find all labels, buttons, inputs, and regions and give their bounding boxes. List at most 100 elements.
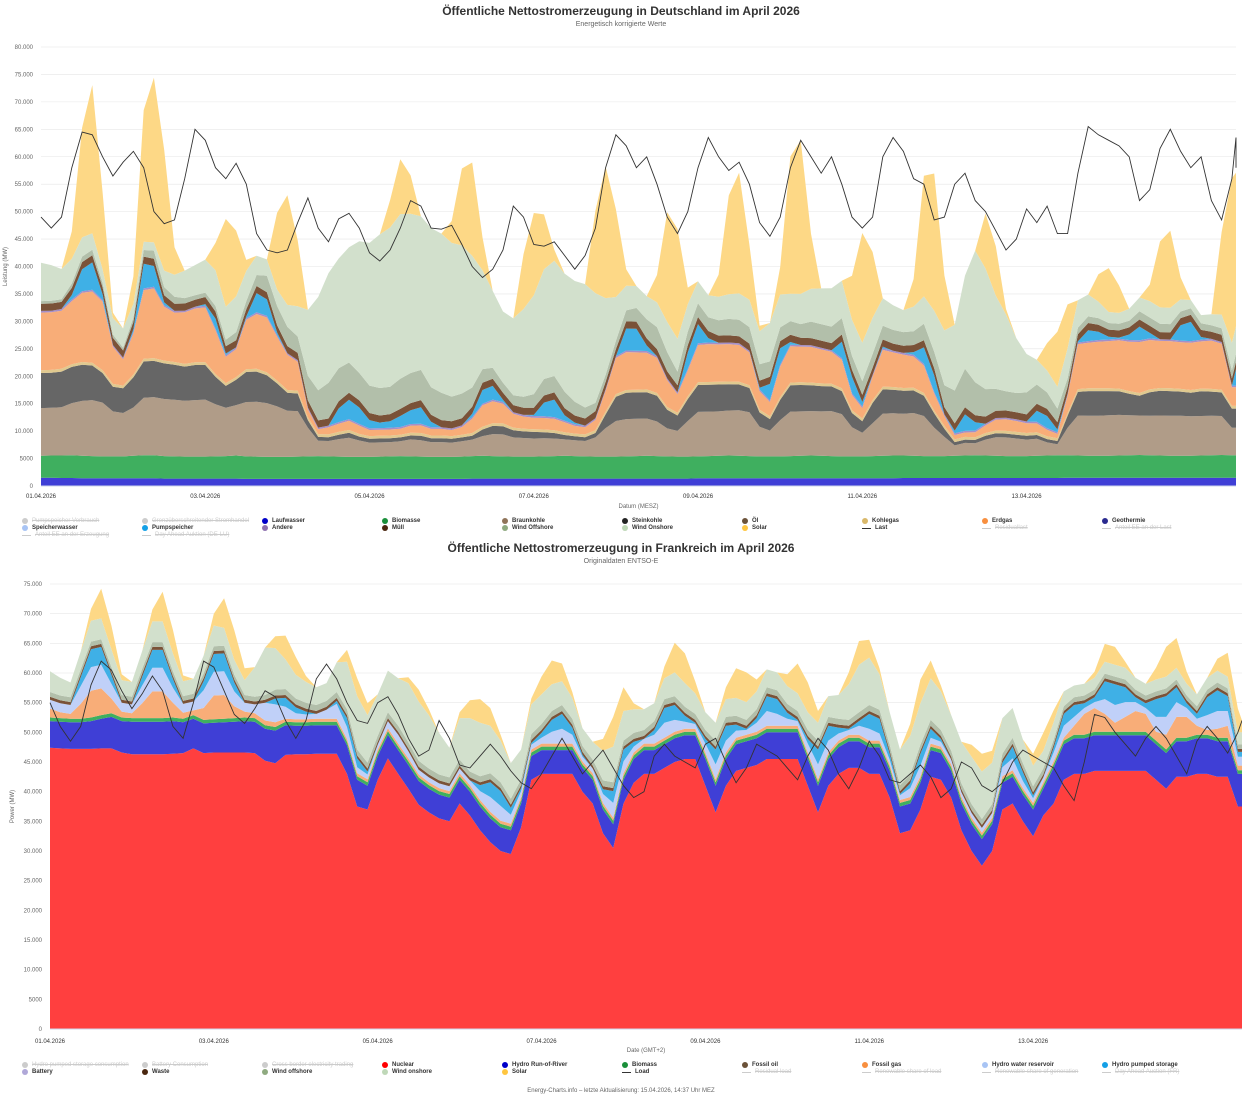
- legend-item-hydro-pumped-storage-consumption[interactable]: Hydro pumped storage consumption: [22, 1062, 129, 1068]
- legend-item-kohlegas[interactable]: Kohlegas: [862, 518, 899, 524]
- area-nuclear[interactable]: [50, 747, 1242, 1029]
- area-erdgas[interactable]: [41, 288, 1236, 440]
- legend-item-waste[interactable]: Waste: [142, 1069, 169, 1075]
- legend-item-label: Load: [635, 1069, 650, 1075]
- legend-item-label: Geothermie: [1112, 518, 1146, 524]
- legend-item-biomass[interactable]: Biomass: [622, 1062, 657, 1068]
- legend-item-label: Biomasse: [392, 518, 421, 524]
- de-legend: Pumpspeicher Verbrauch Grenzüberschreiten…: [22, 518, 1242, 539]
- y-tick-label: 50.000: [15, 210, 34, 216]
- y-tick-label: 5000: [20, 457, 34, 463]
- y-tick-label: 60.000: [15, 155, 34, 161]
- area-hydro-run-of-river[interactable]: [50, 716, 1242, 866]
- legend-item-label: Battery: [32, 1069, 53, 1075]
- y-tick-label: 40.000: [24, 790, 43, 796]
- legend-item-solar[interactable]: Solar: [742, 525, 767, 531]
- legend-item-pumpspeicher[interactable]: Pumpspeicher: [142, 525, 193, 531]
- legend-dot-icon: [862, 518, 868, 524]
- legend-item-cross-border-electricity-trading[interactable]: Cross border electricity trading: [262, 1062, 353, 1068]
- area-steinkohle[interactable]: [41, 360, 1236, 446]
- area-hydro-water-reservoir[interactable]: [50, 664, 1242, 833]
- legend-item-label: Steinkohle: [632, 518, 663, 524]
- legend-item-wind-onshore[interactable]: Wind Onshore: [622, 525, 673, 531]
- legend-item-anteil-ee-an-der-last[interactable]: Anteil EE an der Last: [1102, 525, 1171, 531]
- legend-item-label: Residual load: [755, 1069, 792, 1075]
- legend-item-hydro-water-reservoir[interactable]: Hydro water reservoir: [982, 1062, 1054, 1068]
- legend-item-laufwasser[interactable]: Laufwasser: [262, 518, 305, 524]
- legend-item-wind-offshore[interactable]: Wind offshore: [262, 1069, 312, 1075]
- line-load[interactable]: [49, 660, 1242, 802]
- legend-item-day-ahead-auktion-de-lu-[interactable]: Day Ahead Auktion (DE-LU): [142, 532, 229, 538]
- area-laufwasser[interactable]: [41, 477, 1236, 486]
- legend-item-label: Waste: [152, 1069, 170, 1075]
- legend-item-residual-load[interactable]: Residual load: [742, 1069, 791, 1075]
- area-wind-offshore[interactable]: [50, 639, 1242, 825]
- area-pumpspeicher[interactable]: [41, 262, 1236, 434]
- legend-item-geothermie[interactable]: Geothermie: [1102, 518, 1145, 524]
- legend-item-fossil-oil[interactable]: Fossil oil: [742, 1062, 778, 1068]
- legend-item-anteil-ee-an-der-erzeugung[interactable]: Anteil EE an der Erzeugung: [22, 532, 109, 538]
- legend-item-load[interactable]: Load: [622, 1069, 649, 1075]
- x-tick-label: 13.04.2026: [1012, 494, 1043, 500]
- legend-line-symbol-icon: [982, 1071, 991, 1073]
- legend-item-day-ahead-auction-fr-[interactable]: Day Ahead Auction (FR): [1102, 1069, 1179, 1075]
- legend-item-residuallast[interactable]: Residuallast: [982, 525, 1028, 531]
- area-wind-onshore[interactable]: [50, 618, 1242, 819]
- legend-item-biomasse[interactable]: Biomasse: [382, 518, 420, 524]
- legend-item-label: Hydro Run-of-River: [512, 1062, 568, 1068]
- area-wind-onshore[interactable]: [41, 213, 1236, 409]
- y-tick-label: 10.000: [24, 968, 43, 974]
- legend-item-speicherwasser[interactable]: Speicherwasser: [22, 525, 78, 531]
- legend-dot-icon: [862, 1062, 868, 1068]
- legend-item-andere[interactable]: Andere: [262, 525, 293, 531]
- fr-chart[interactable]: 0 5000 10.000 15.000 20.000 25.000 30.000 35.00…: [0, 0, 1242, 1060]
- legend-item-pumpspeicher-verbrauch[interactable]: Pumpspeicher Verbrauch: [22, 518, 99, 524]
- legend-item-wind-offshore[interactable]: Wind Offshore: [502, 525, 553, 531]
- area-fossil-oil[interactable]: [50, 643, 1242, 828]
- legend-row: [22, 1076, 1242, 1083]
- legend-dot-icon: [502, 1062, 508, 1068]
- legend-item-fossil-gas[interactable]: Fossil gas: [862, 1062, 901, 1068]
- x-tick-label: 09.04.2026: [683, 494, 714, 500]
- legend-item-grenzüberschreitender-stromhandel[interactable]: Grenzüberschreitender Stromhandel: [142, 518, 249, 524]
- area-wind-offshore[interactable]: [41, 249, 1236, 424]
- area-hydro-pumped-storage[interactable]: [50, 646, 1242, 828]
- legend-item-erdgas[interactable]: Erdgas: [982, 518, 1012, 524]
- y-tick-label: 0: [39, 1027, 43, 1033]
- y-axis-title: Power (MW): [10, 790, 16, 823]
- area-solar[interactable]: [41, 77, 1236, 387]
- legend-item-hydro-pumped-storage[interactable]: Hydro pumped storage: [1102, 1062, 1178, 1068]
- line-last[interactable]: [40, 125, 1237, 279]
- y-tick-label: 65.000: [15, 127, 34, 133]
- legend-item-nuclear[interactable]: Nuclear: [382, 1062, 414, 1068]
- legend-item-label: Müll: [392, 525, 404, 531]
- de-chart[interactable]: 0 5000 10.000 15.000 20.000 25.000 30.000 35.00…: [0, 0, 1242, 515]
- legend-item-hydro-run-of-river[interactable]: Hydro Run-of-River: [502, 1062, 567, 1068]
- area-biomasse[interactable]: [41, 455, 1236, 479]
- legend-item-renewable-share-of-generation[interactable]: Renewable share of generation: [982, 1069, 1078, 1075]
- legend-dot-icon: [742, 1062, 748, 1068]
- y-tick-label: 0: [30, 484, 34, 490]
- area-fossil-gas[interactable]: [50, 688, 1242, 836]
- legend-item-solar[interactable]: Solar: [502, 1069, 527, 1075]
- legend-item-label: Wind offshore: [272, 1069, 313, 1075]
- area-müll[interactable]: [41, 255, 1236, 431]
- legend-item-label: Nuclear: [392, 1062, 415, 1068]
- legend-item-battery-consumption[interactable]: Battery Consumption: [142, 1062, 208, 1068]
- legend-item-last[interactable]: Last: [862, 525, 887, 531]
- y-tick-label: 70.000: [24, 612, 43, 618]
- legend-item-öl[interactable]: Öl: [742, 518, 758, 524]
- legend-item-steinkohle[interactable]: Steinkohle: [622, 518, 662, 524]
- legend-item-braunkohle[interactable]: Braunkohle: [502, 518, 545, 524]
- area-braunkohle[interactable]: [41, 397, 1236, 457]
- de-areas: [41, 77, 1236, 486]
- legend-item-battery[interactable]: Battery: [22, 1069, 53, 1075]
- legend-item-renewable-share-of-load[interactable]: Renewable share of load: [862, 1069, 941, 1075]
- legend-item-label: Wind Offshore: [512, 525, 554, 531]
- x-tick-label: 01.04.2026: [26, 494, 57, 500]
- legend-item-label: Biomass: [632, 1062, 658, 1068]
- legend-item-wind-onshore[interactable]: Wind onshore: [382, 1069, 432, 1075]
- legend-item-label: Wind Onshore: [632, 525, 673, 531]
- legend-item-müll[interactable]: Müll: [382, 525, 404, 531]
- legend-item-label: Battery Consumption: [152, 1062, 209, 1068]
